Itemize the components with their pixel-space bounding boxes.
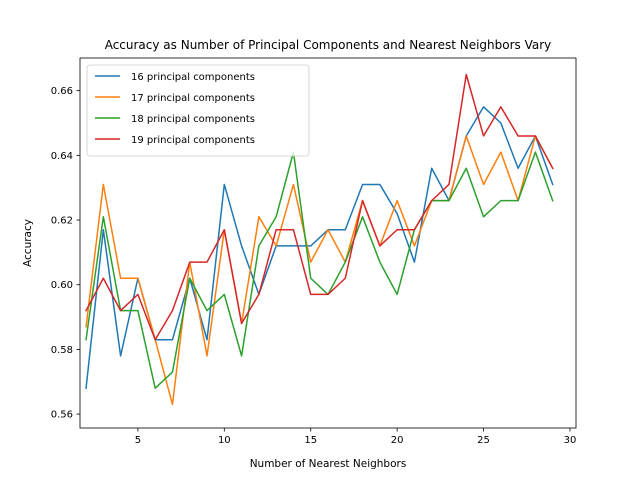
x-tick-label: 5 [135, 435, 141, 446]
legend-label: 16 principal components [131, 72, 255, 83]
legend-label: 19 principal components [131, 135, 255, 146]
series-line-2 [85, 135, 554, 406]
y-tick-label: 0.66 [51, 86, 73, 97]
x-tick-label: 10 [218, 435, 231, 446]
series-line-3 [85, 151, 554, 389]
series-line-1 [85, 106, 554, 390]
y-tick-label: 0.64 [51, 151, 73, 162]
x-axis-label: Number of Nearest Neighbors [250, 458, 407, 470]
legend-label: 17 principal components [131, 93, 255, 104]
x-tick-label: 25 [477, 435, 490, 446]
y-tick-label: 0.58 [51, 345, 73, 356]
plot-lines [85, 73, 554, 406]
x-tick-label: 20 [391, 435, 404, 446]
plot-frame [79, 57, 577, 429]
x-axis: 5 10 15 20 25 30 [135, 428, 577, 446]
chart-title: Accuracy as Number of Principal Componen… [105, 38, 552, 52]
legend-box [86, 64, 310, 157]
y-tick-label: 0.62 [51, 216, 73, 227]
legend: 16 principal components 17 principal comp… [86, 64, 310, 157]
y-tick-label: 0.60 [51, 280, 73, 291]
y-axis: 0.56 0.58 0.60 0.62 0.64 0.66 [51, 86, 80, 421]
legend-label: 18 principal components [131, 114, 255, 125]
x-tick-label: 30 [564, 435, 577, 446]
x-tick-label: 15 [304, 435, 317, 446]
y-axis-label: Accuracy [22, 219, 34, 267]
y-tick-label: 0.56 [51, 410, 73, 421]
series-line-4 [85, 73, 554, 341]
